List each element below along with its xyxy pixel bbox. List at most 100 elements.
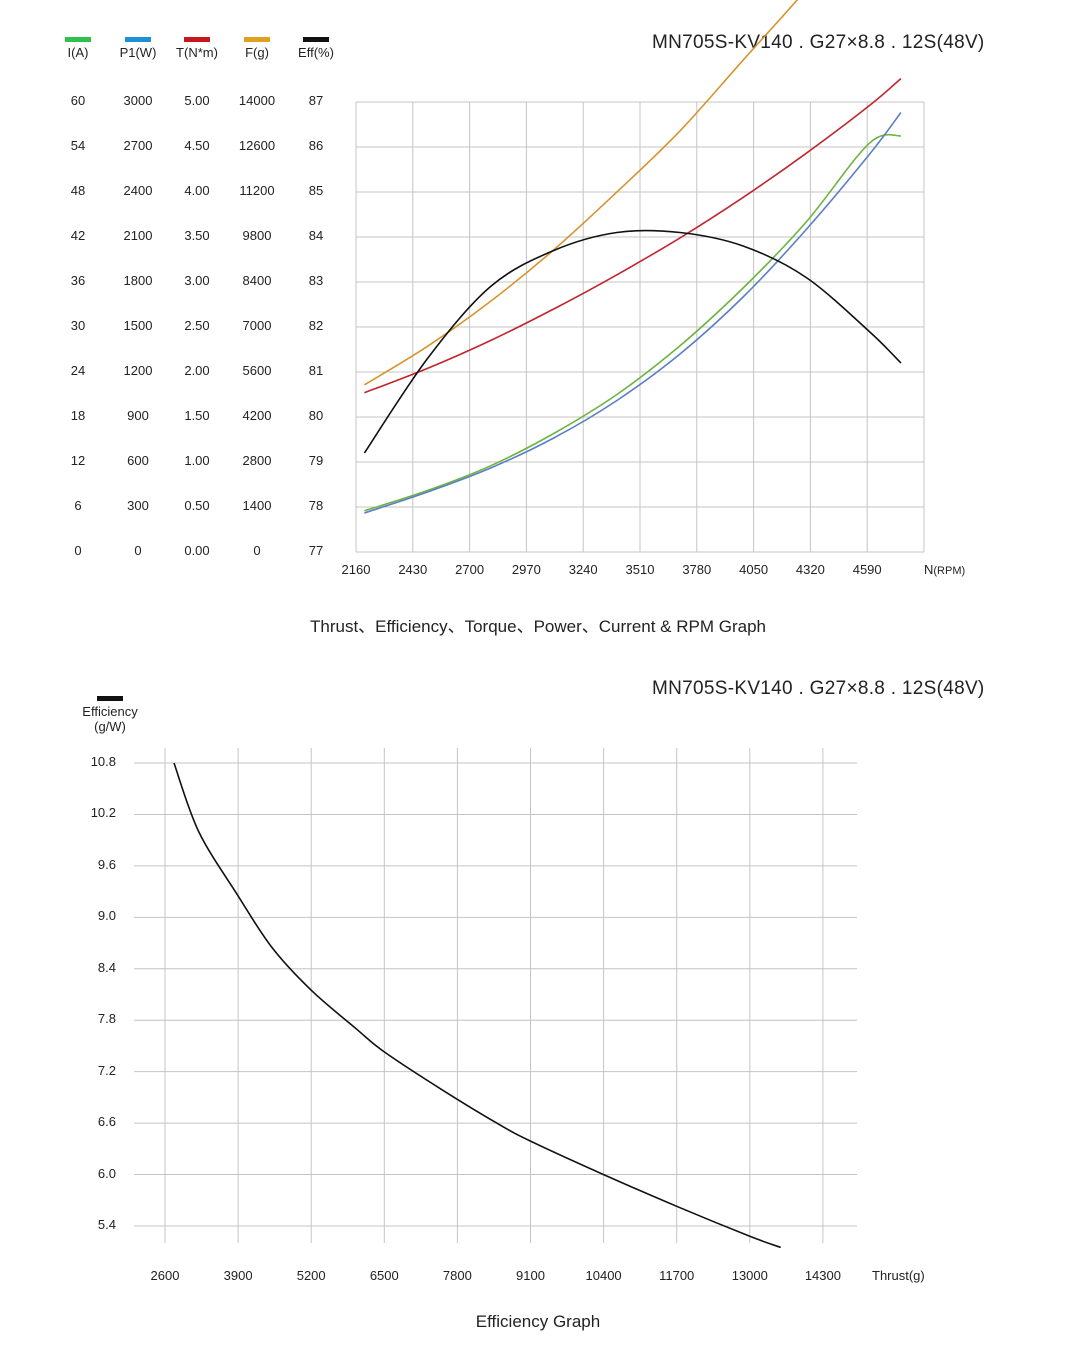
chart1-y-tick-label: 900 — [127, 408, 149, 423]
chart1-x-tick-label: 3240 — [568, 562, 598, 577]
chart2-y-tick-label: 8.4 — [97, 959, 116, 975]
chart2-y-label: Efficiency — [82, 704, 138, 719]
chart2-x-tick-label: 11700 — [659, 1268, 695, 1283]
chart1-legend-item: I(A) — [43, 37, 113, 60]
chart1-y-tick-label: 0.50 — [184, 498, 210, 513]
chart1-legend-item: F(g) — [222, 37, 292, 60]
chart1-y-tick-label: 2100 — [123, 228, 153, 243]
chart1-y-tick-label: 2800 — [242, 453, 272, 468]
chart1-series-line — [364, 112, 902, 514]
chart1-legend-label: T(N*m) — [176, 45, 218, 60]
chart1-x-tick-label: 2430 — [398, 562, 428, 577]
chart1-legend-label: F(g) — [245, 45, 269, 60]
chart1-y-tick-label: 3000 — [123, 93, 153, 108]
chart1-y-tick-label: 14000 — [238, 93, 276, 108]
chart1-y-tick-label: 11200 — [239, 183, 275, 198]
chart2-x-axis-label: Thrust(g) — [872, 1268, 925, 1283]
chart2-x-tick-label: 14300 — [804, 1268, 841, 1283]
chart1-y-tick-label: 54 — [70, 138, 86, 153]
chart1-y-tick-label: 48 — [70, 183, 86, 198]
chart1-plot — [355, 0, 925, 553]
chart1-y-tick-label: 77 — [308, 543, 324, 558]
chart1-x-tick-label: 2160 — [341, 562, 371, 577]
chart1-y-tick-label: 82 — [308, 318, 324, 333]
chart1-x-tick-label: 4590 — [852, 562, 882, 577]
chart2-y-tick-label: 7.8 — [97, 1011, 116, 1027]
chart2-x-tick-label: 6500 — [369, 1268, 399, 1283]
chart2-x-tick-label: 2600 — [150, 1268, 180, 1283]
chart1-y-tick-label: 1.50 — [184, 408, 210, 423]
chart1-y-tick-label: 80 — [308, 408, 324, 423]
chart2-y-label-unit: (g/W) — [94, 719, 126, 734]
chart1-y-tick-label: 2400 — [123, 183, 153, 198]
chart2-y-tick-label: 5.4 — [97, 1217, 116, 1232]
chart1-y-tick-label: 24 — [70, 363, 86, 378]
chart1-legend-swatch — [125, 37, 151, 42]
chart1-legend-item: T(N*m) — [162, 37, 232, 60]
chart1-y-tick-label: 12 — [70, 453, 86, 468]
chart1-legend-swatch — [244, 37, 270, 42]
chart1-title: MN705S-KV140 . G27×8.8 . 12S(48V) — [652, 32, 985, 53]
chart1-legend-item: P1(W) — [103, 37, 173, 60]
chart1-y-tick-label: 18 — [70, 408, 86, 423]
chart2-y-tick-label: 7.2 — [97, 1062, 116, 1078]
chart1-caption: Thrust、Efficiency、Torque、Power、Current &… — [309, 617, 766, 636]
chart1-series-line — [363, 229, 902, 454]
chart1-y-tick-label: 0 — [74, 543, 82, 558]
chart1-series-line — [363, 0, 799, 386]
chart1-x-tick-label: 3510 — [625, 562, 655, 577]
chart1-series-line — [364, 77, 902, 394]
chart1-y-tick-label: 12600 — [238, 138, 276, 153]
chart2-y-tick-label: 9.0 — [97, 908, 116, 924]
chart1-y-tick-label: 78 — [308, 498, 324, 513]
chart1-y-tick-label: 86 — [308, 138, 324, 153]
chart1-y-tick-label: 36 — [70, 273, 86, 288]
chart1-y-tick-label: 83 — [308, 273, 324, 288]
chart1-legend-swatch — [65, 37, 91, 42]
chart1-y-tick-label: 2.50 — [184, 318, 210, 333]
chart1-y-tick-label: 4.00 — [184, 183, 210, 198]
chart1-y-tick-label: 3.00 — [184, 273, 210, 288]
chart1-y-tick-label: 600 — [127, 453, 149, 468]
chart1-y-tick-label: 8400 — [242, 273, 272, 288]
chart2-x-tick-label: 7800 — [442, 1268, 472, 1283]
chart1-x-tick-label: 2700 — [455, 562, 485, 577]
chart1-x-tick-label: 2970 — [511, 562, 541, 577]
chart1-y-tick-label: 1200 — [123, 363, 153, 378]
chart1-y-tick-label: 1400 — [242, 498, 272, 513]
chart2-y-tick-label: 9.6 — [97, 856, 116, 872]
chart2-legend-item: Efficiency (g/W) — [70, 696, 150, 734]
chart1-y-tick-label: 1800 — [123, 273, 153, 288]
chart1-y-tick-label: 1.00 — [184, 453, 210, 468]
chart1-y-tick-label: 84 — [308, 228, 324, 243]
chart2-legend-swatch — [97, 696, 123, 701]
chart1-y-tick-label: 2.00 — [184, 363, 210, 378]
chart1-y-tick-label: 5600 — [242, 363, 272, 378]
chart2-caption: Efficiency Graph — [475, 1312, 601, 1331]
chart1-y-tick-label: 60 — [70, 93, 86, 108]
chart1-y-tick-label: 1500 — [123, 318, 153, 333]
chart1-y-tick-label: 7000 — [242, 318, 272, 333]
chart1-y-tick-label: 42 — [70, 228, 86, 243]
chart2-x-tick-label: 9100 — [516, 1268, 545, 1283]
chart1-x-tick-label: 4050 — [739, 562, 769, 577]
chart1-y-tick-label: 30 — [70, 318, 86, 333]
chart1-x-axis-label: N(RPM) — [924, 562, 966, 577]
chart2-x-tick-label: 13000 — [731, 1268, 768, 1283]
chart1-x-tick-label: 4320 — [795, 562, 825, 577]
chart1-y-tick-label: 4200 — [242, 408, 272, 423]
chart1-y-tick-label: 85 — [308, 183, 324, 198]
chart1-legend-swatch — [184, 37, 210, 42]
chart1-x-tick-label: 3780 — [682, 562, 712, 577]
chart2-x-tick-label: 10400 — [585, 1268, 622, 1283]
chart1-legend-label: Eff(%) — [298, 45, 334, 60]
chart1-y-tick-label: 6 — [74, 498, 82, 513]
chart1-series-line — [364, 133, 902, 512]
chart1-legend-label: P1(W) — [119, 45, 157, 60]
chart1-y-tick-label: 0 — [253, 543, 261, 558]
chart1-y-tick-label: 87 — [308, 93, 324, 108]
chart1-legend-item: Eff(%) — [281, 37, 351, 60]
chart2-y-tick-label: 10.2 — [90, 805, 116, 821]
chart2-title: MN705S-KV140 . G27×8.8 . 12S(48V) — [652, 678, 985, 699]
chart1-legend-swatch — [303, 37, 329, 42]
